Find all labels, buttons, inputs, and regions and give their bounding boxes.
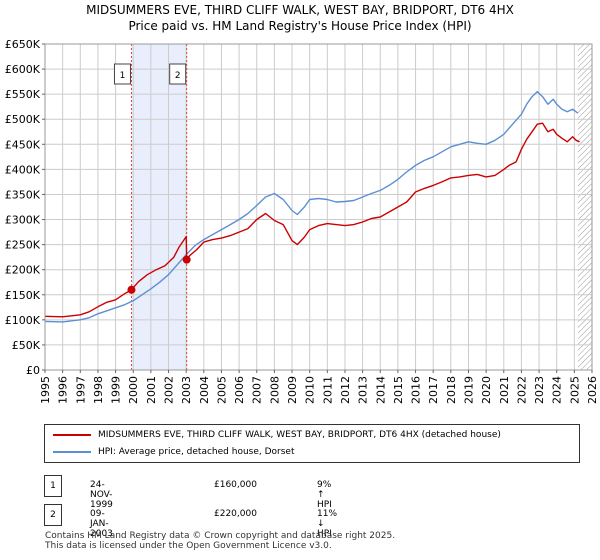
x-tick-label: 2023	[533, 376, 546, 404]
x-tick-label: 2013	[357, 376, 370, 404]
x-tick-label: 2008	[268, 376, 281, 404]
legend: MIDSUMMERS EVE, THIRD CLIFF WALK, WEST B…	[44, 424, 580, 463]
y-tick-label: £450K	[5, 138, 41, 151]
price-chart: 1 2 £0 £50K £100K £150K £200K £250K £300K £350K £…	[5, 38, 599, 404]
x-tick-label: 2004	[198, 376, 211, 404]
hpi-line	[44, 90, 579, 323]
plot-frame	[44, 43, 593, 371]
x-tick-label: 2022	[515, 376, 528, 404]
annotation-box: 2	[169, 63, 187, 85]
plot-area	[45, 44, 592, 370]
y-tick-label: £100K	[5, 314, 41, 327]
x-tick-label: 2025	[568, 376, 581, 404]
y-tick-label: £350K	[5, 188, 41, 201]
y-tick-label: £600K	[5, 63, 41, 76]
y-tick-label: £250K	[5, 239, 41, 252]
sale-point	[127, 285, 136, 294]
x-tick-label: 2018	[445, 376, 458, 404]
chart-title: MIDSUMMERS EVE, THIRD CLIFF WALK, WEST B…	[86, 3, 514, 17]
x-tick-label: 2026	[586, 376, 599, 404]
forecast-hatch	[577, 44, 592, 370]
y-tick-label: £50K	[12, 339, 41, 352]
legend-swatch-hpi	[53, 451, 91, 453]
y-tick-label: £500K	[5, 113, 41, 126]
legend-label-hpi: HPI: Average price, detached house, Dors…	[98, 447, 295, 457]
x-tick-label: 2011	[321, 376, 334, 404]
x-tick-label: 1998	[92, 376, 105, 404]
chart-subtitle: Price paid vs. HM Land Registry's House …	[128, 19, 472, 33]
sale-period-shade	[131, 44, 187, 370]
x-tick-label: 2006	[233, 376, 246, 404]
y-tick-label: £650K	[5, 38, 41, 51]
x-tick-label: 2009	[286, 376, 299, 404]
sale-number: 1	[44, 475, 62, 497]
x-tick-label: 1995	[39, 376, 52, 404]
legend-swatch-property	[53, 434, 91, 436]
annotation-box: 1	[113, 63, 131, 85]
x-tick-label: 2021	[498, 376, 511, 404]
x-tick-label: 2001	[145, 376, 158, 404]
annotation-frame	[113, 63, 131, 85]
sale-date: 24-NOV-1999	[90, 480, 113, 510]
sale-price: £220,000	[214, 509, 257, 519]
x-tick-label: 2019	[462, 376, 475, 404]
y-tick-label: £300K	[5, 214, 41, 227]
annotation-label: 1	[120, 71, 126, 81]
x-tick-label: 2010	[304, 376, 317, 404]
y-tick-label: £400K	[5, 163, 41, 176]
annotation-label: 2	[175, 71, 181, 81]
sale-hpi-change: 9% ↑ HPI	[317, 480, 332, 510]
legend-label-property: MIDSUMMERS EVE, THIRD CLIFF WALK, WEST B…	[98, 430, 501, 440]
y-tick-label: £550K	[5, 88, 41, 101]
x-tick-label: 2014	[374, 376, 387, 404]
x-tick-label: 2017	[427, 376, 440, 404]
x-tick-label: 2002	[163, 376, 176, 404]
x-tick-label: 2016	[410, 376, 423, 404]
x-tick-label: 1999	[110, 376, 123, 404]
x-tick-label: 2012	[339, 376, 352, 404]
x-tick-label: 2000	[127, 376, 140, 404]
footer-copyright: Contains HM Land Registry data © Crown c…	[45, 531, 396, 541]
sale-point	[182, 255, 191, 264]
sale-price: £160,000	[214, 480, 257, 490]
x-tick-label: 1996	[57, 376, 70, 404]
property-price-line	[44, 122, 580, 318]
sale-hpi-change: 11% ↓ HPI	[317, 509, 338, 539]
x-tick-label: 2005	[215, 376, 228, 404]
sale-number: 2	[44, 504, 62, 526]
x-tick-label: 2024	[551, 376, 564, 404]
footer-notice: Contains HM Land Registry data © Crown c…	[45, 531, 395, 551]
y-tick-label: £150K	[5, 289, 41, 302]
x-tick-label: 2015	[392, 376, 405, 404]
sale-date: 09-JAN-2003	[90, 509, 113, 539]
x-tick-label: 2007	[251, 376, 264, 404]
y-tick-label: £0	[26, 364, 40, 377]
annotation-frame	[169, 63, 187, 85]
x-tick-label: 2003	[180, 376, 193, 404]
x-tick-label: 2020	[480, 376, 493, 404]
x-tick-label: 1997	[74, 376, 87, 404]
footer-licence: This data is licensed under the Open Gov…	[45, 541, 332, 551]
y-tick-label: £200K	[5, 264, 41, 277]
